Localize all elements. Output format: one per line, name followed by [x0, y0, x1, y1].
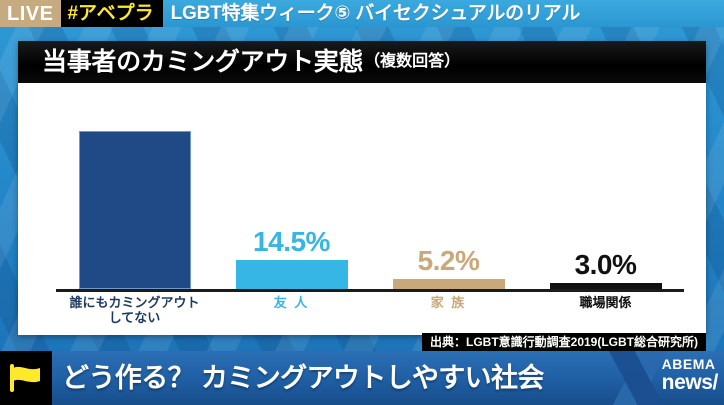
bar-rect-1 [78, 131, 191, 289]
abema-logo-line1: ABEMA [661, 356, 716, 372]
footer-topic-text: どう作る？ カミングアウトしやすい社会 [62, 362, 544, 393]
program-title: LGBT特集ウィーク⑤ バイセクシュアルのリアル [162, 0, 724, 27]
bar-rect-2 [235, 260, 348, 289]
category-label-1: 誰にもカミングアウト してない [56, 293, 213, 331]
bar-column-4: 3.0% [527, 89, 684, 289]
bar-value-label-4: 3.0% [574, 249, 637, 280]
bar-value-label-1: 78.8% [91, 97, 178, 132]
top-header-bar: LIVE #アベプラ LGBT特集ウィーク⑤ バイセクシュアルのリアル [0, 0, 724, 27]
chart-title-main: 当事者のカミングアウト実態 [42, 47, 364, 76]
bar-rect-4 [549, 283, 662, 289]
category-label-1-line1: 誰にもカミングアウト [69, 295, 200, 310]
category-label-2: 友 人 [273, 295, 310, 310]
bar-column-1: 78.8% [56, 89, 213, 289]
abema-news-logo: ABEMA news/ [661, 356, 719, 394]
live-badge: LIVE [0, 0, 62, 27]
hashtag-badge: #アベプラ [61, 0, 163, 27]
bar-column-3: 5.2% [370, 89, 527, 289]
category-label-4: 職場関係 [579, 295, 632, 310]
abema-logo-line2: news/ [661, 371, 719, 394]
category-label-1-line2: してない [108, 309, 161, 325]
chart-panel: 当事者のカミングアウト実態 （複数回答） 78.8% 14.5% 5.2% [18, 41, 706, 353]
footer-x-decoration [578, 351, 698, 405]
flag-icon [10, 364, 40, 392]
bottom-topic-banner: どう作る？ カミングアウトしやすい社会 ABEMA news/ [0, 351, 724, 405]
chart-baseline-axis [56, 289, 684, 292]
source-attribution: 出典：LGBT意識行動調査2019(LGBT総合研究所) [421, 332, 706, 353]
bar-group: 78.8% 14.5% 5.2% 3.0% [56, 89, 684, 289]
chart-plot-area: 78.8% 14.5% 5.2% 3.0% [18, 83, 706, 335]
bar-column-2: 14.5% [213, 89, 370, 289]
bar-value-label-2: 14.5% [253, 226, 330, 257]
bar-rect-3 [392, 278, 505, 289]
bar-value-label-3: 5.2% [417, 244, 480, 276]
chart-title-sub: （複数回答） [364, 52, 461, 70]
chart-title-bar: 当事者のカミングアウト実態 （複数回答） [18, 41, 706, 83]
flag-icon-box [0, 351, 52, 405]
category-label-3: 家 族 [430, 295, 467, 310]
category-label-group: 誰にもカミングアウト してない 友 人 家 族 職場関係 [56, 293, 684, 331]
